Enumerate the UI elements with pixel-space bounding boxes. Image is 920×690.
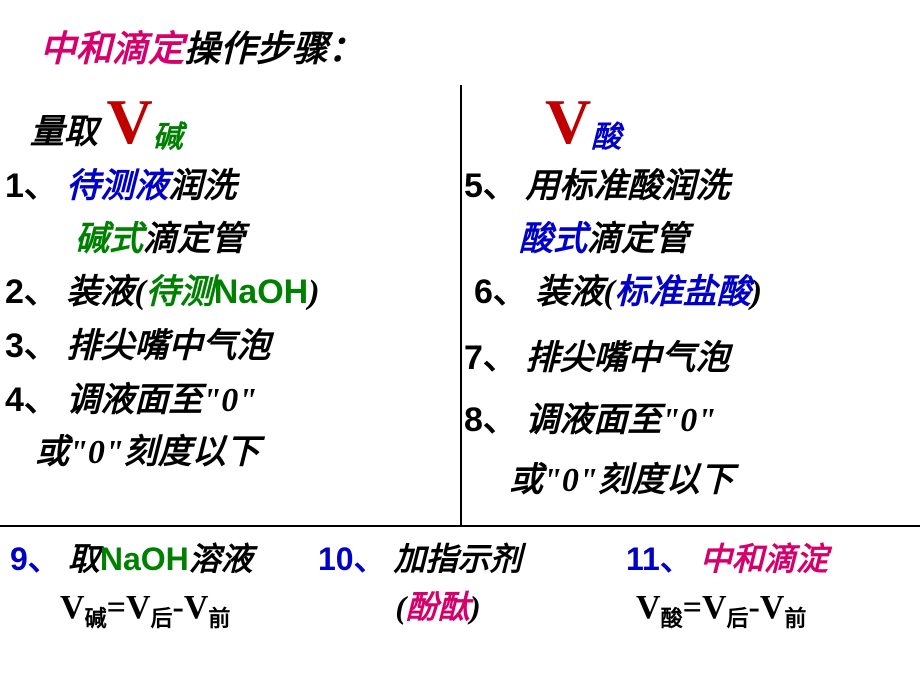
fl-minus: -V xyxy=(173,589,209,626)
fl-hou: 后 xyxy=(151,606,173,631)
indicator: (酚酞) xyxy=(318,588,618,626)
step-8: 8、 调液面至"0" xyxy=(464,394,920,448)
formula-left: V碱=V后-V前 xyxy=(10,588,310,632)
fl-eq: =V xyxy=(107,589,151,626)
step-5-num: 5、 xyxy=(464,167,517,205)
step-4-cont: 或"0"刻度以下 xyxy=(5,427,455,480)
title-highlight: 中和滴定 xyxy=(40,29,184,69)
step-3-a: 排尖嘴中气泡 xyxy=(66,328,270,365)
step-8-cont: 或"0"刻度以下 xyxy=(464,455,920,508)
page-title: 中和滴定操作步骤： xyxy=(40,20,364,72)
fr-eq: =V xyxy=(683,589,727,626)
step-8-a: 调液面至"0" xyxy=(525,402,716,439)
step-6-a: 装液( xyxy=(535,274,614,311)
step-7: 7、 排尖嘴中气泡 xyxy=(464,332,920,386)
step-2-c: NaOH xyxy=(214,273,308,311)
step-5-a: 用标准酸润洗 xyxy=(525,168,729,205)
step-1c-black: 滴定管 xyxy=(143,221,245,258)
horizontal-divider xyxy=(0,525,920,527)
step-9-b: NaOH xyxy=(100,541,189,577)
bottom-row-2: V碱=V后-V前 (酚酞) V酸=V后-V前 xyxy=(10,588,920,632)
step-8-b: 或"0"刻度以下 xyxy=(509,462,734,499)
ind-open: ( xyxy=(395,589,406,625)
step-3-num: 3、 xyxy=(5,327,58,365)
step-6-b: 标准盐酸 xyxy=(615,274,751,311)
formula-right: V酸=V后-V前 xyxy=(626,588,806,632)
step-11: 11、 中和滴淀 xyxy=(626,540,828,578)
step-5c-blue: 酸式 xyxy=(519,221,587,258)
step-8-num: 8、 xyxy=(464,401,517,439)
ind-close: ) xyxy=(470,589,481,625)
step-1c-green: 碱式 xyxy=(75,221,143,258)
step-9-num: 9、 xyxy=(10,541,60,577)
header-right-v: V xyxy=(545,86,591,157)
step-9-a: 取 xyxy=(68,541,100,577)
step-10: 10、 加指示剂 xyxy=(318,540,618,578)
step-2-d: ) xyxy=(308,274,319,311)
title-rest: 操作步骤： xyxy=(184,29,364,69)
step-4: 4、 调液面至"0" xyxy=(5,374,455,428)
step-9-c: 溶液 xyxy=(189,541,253,577)
fr-v: V xyxy=(636,589,661,626)
step-7-a: 排尖嘴中气泡 xyxy=(525,340,729,377)
bottom-row-1: 9、 取NaOH溶液 10、 加指示剂 11、 中和滴淀 xyxy=(10,540,920,578)
step-7-num: 7、 xyxy=(464,339,517,377)
step-1-num: 1、 xyxy=(5,167,58,205)
step-9: 9、 取NaOH溶液 xyxy=(10,540,310,578)
step-2: 2、 装液(待测NaOH) xyxy=(5,266,455,320)
step-2-b: 待测 xyxy=(146,274,214,311)
step-6: 6、 装液(标准盐酸) xyxy=(464,266,920,320)
step-4-a: 调液面至"0" xyxy=(66,382,257,419)
fl-qian: 前 xyxy=(208,606,230,631)
left-column: 1、 待测液润洗 碱式滴定管 2、 装液(待测NaOH) 3、 排尖嘴中气泡 4… xyxy=(5,160,455,480)
step-2-num: 2、 xyxy=(5,273,58,311)
step-10-a: 加指示剂 xyxy=(394,541,522,577)
step-1-cont: 碱式滴定管 xyxy=(5,214,455,267)
step-6-num: 6、 xyxy=(474,273,527,311)
step-11-a: 中和滴淀 xyxy=(700,541,828,577)
fl-v: V xyxy=(60,589,85,626)
header-right: V酸 xyxy=(545,85,621,159)
step-2-a: 装液( xyxy=(66,274,145,311)
fr-sub: 酸 xyxy=(661,606,683,631)
step-1: 1、 待测液润洗 xyxy=(5,160,455,214)
header-left: 量取 V碱 xyxy=(30,85,183,159)
right-column: 5、 用标准酸润洗 酸式滴定管 6、 装液(标准盐酸) 7、 排尖嘴中气泡 8、… xyxy=(464,160,920,508)
ind-name: 酚酞 xyxy=(406,589,470,625)
step-4-b: 或"0"刻度以下 xyxy=(35,434,260,471)
header-right-sub: 酸 xyxy=(591,121,621,154)
fr-minus: -V xyxy=(749,589,785,626)
step-3: 3、 排尖嘴中气泡 xyxy=(5,320,455,374)
step-5c-black: 滴定管 xyxy=(587,221,689,258)
header-left-sub: 碱 xyxy=(153,121,183,154)
vertical-divider xyxy=(460,85,462,525)
fr-hou: 后 xyxy=(727,606,749,631)
step-4-num: 4、 xyxy=(5,381,58,419)
fl-sub: 碱 xyxy=(85,606,107,631)
step-5-cont: 酸式滴定管 xyxy=(464,214,920,267)
header-left-prefix: 量取 xyxy=(30,114,98,151)
bottom-row: 9、 取NaOH溶液 10、 加指示剂 11、 中和滴淀 V碱=V后-V前 (酚… xyxy=(10,540,920,633)
header-left-v: V xyxy=(107,86,153,157)
step-5: 5、 用标准酸润洗 xyxy=(464,160,920,214)
fr-qian: 前 xyxy=(784,606,806,631)
step-10-num: 10、 xyxy=(318,541,386,577)
step-1-blue: 待测液 xyxy=(66,168,168,205)
step-11-num: 11、 xyxy=(626,541,692,577)
step-6-c: ) xyxy=(751,274,762,311)
step-1-black: 润洗 xyxy=(168,168,236,205)
